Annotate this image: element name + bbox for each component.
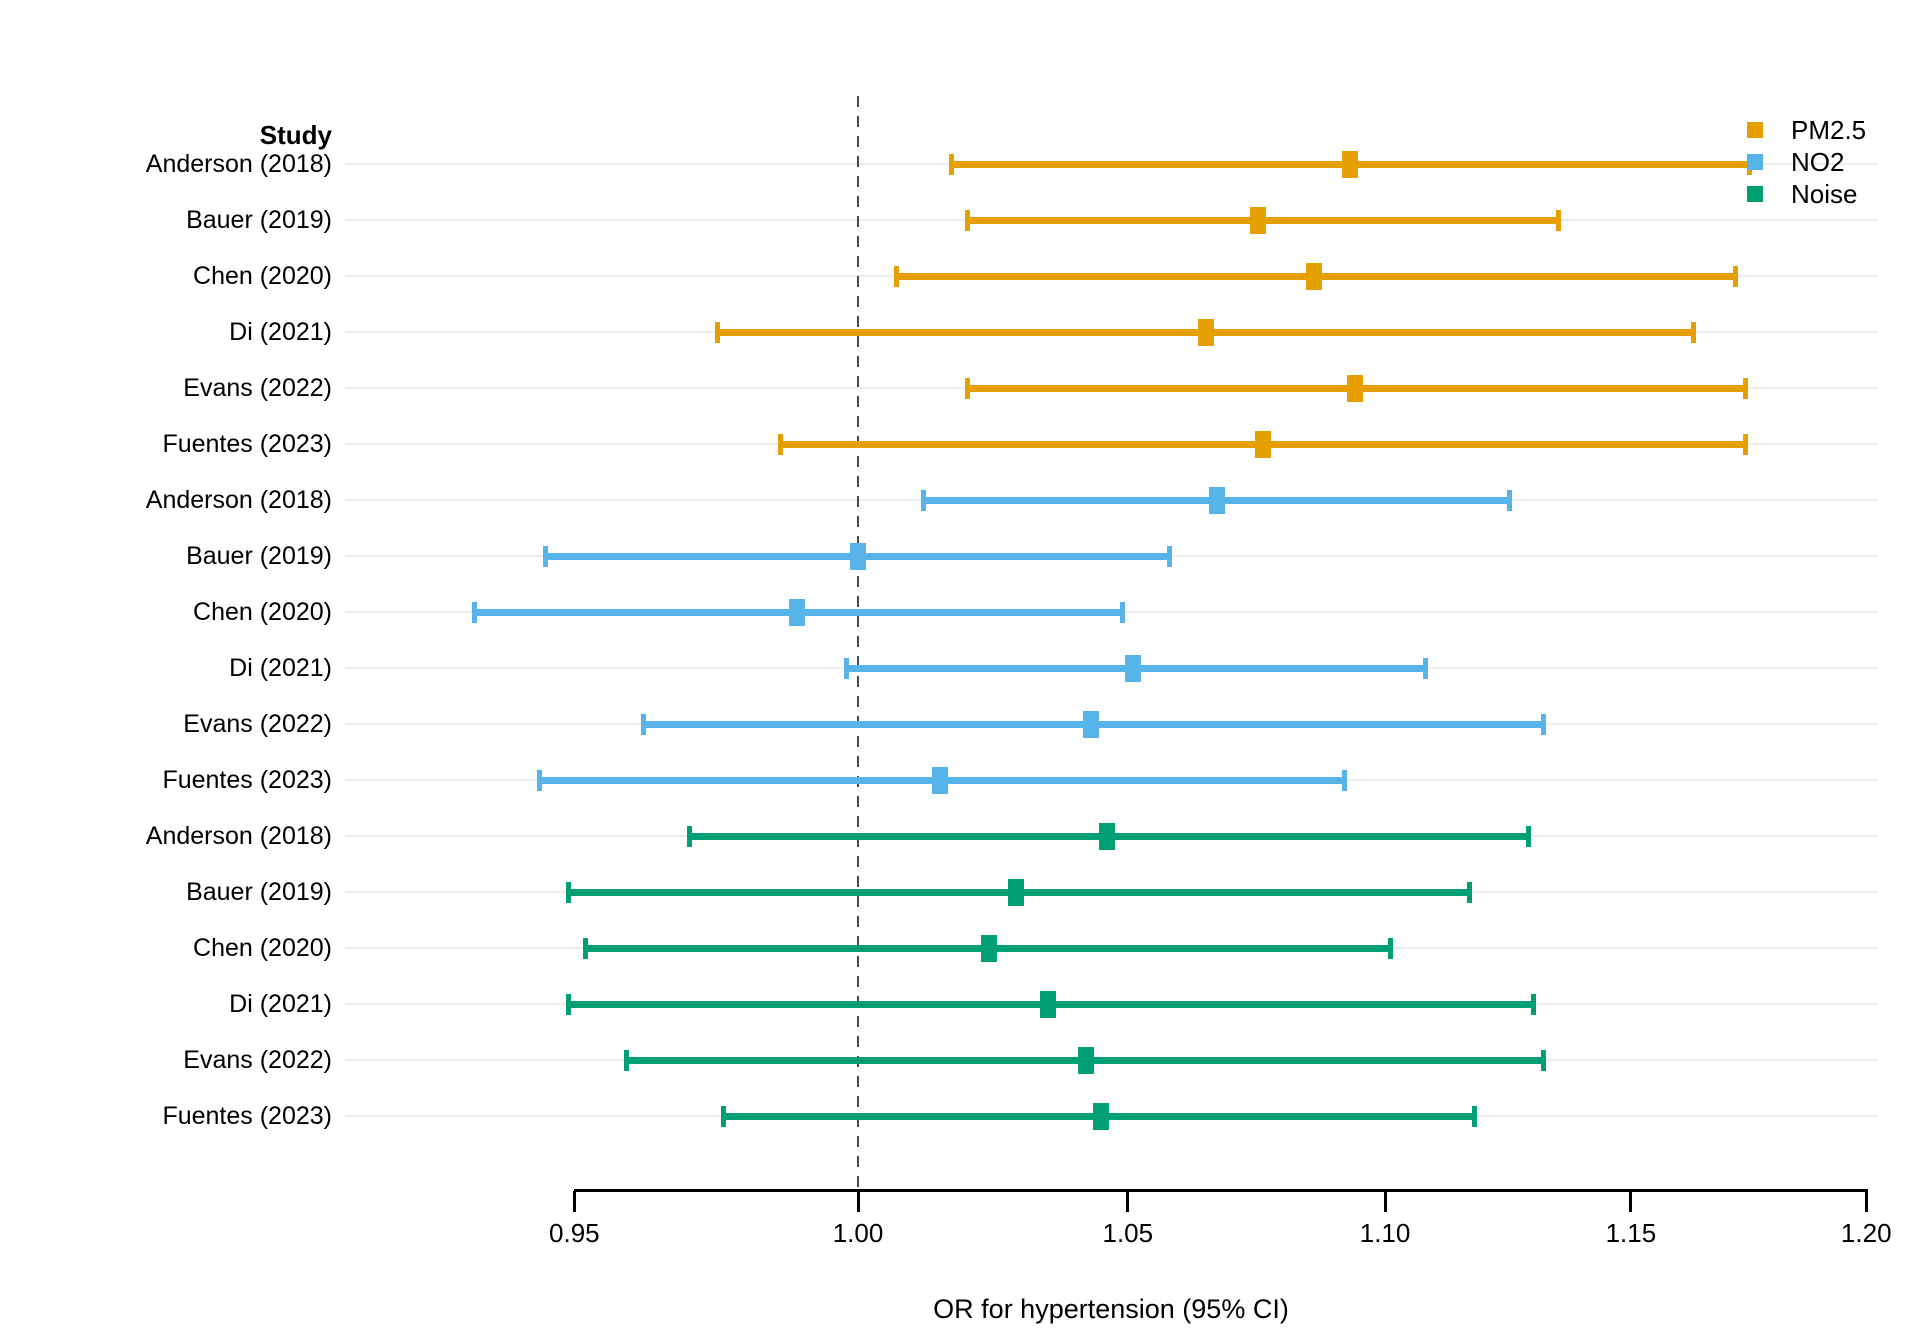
study-label: Fuentes (2023) <box>162 430 332 458</box>
ci-cap-low <box>844 657 850 679</box>
ci-cap-low <box>566 881 572 903</box>
legend-label-noise: Noise <box>1791 178 1858 209</box>
study-label: Anderson (2018) <box>145 150 332 178</box>
ci-cap-low <box>687 825 693 847</box>
ci-cap-high <box>1120 601 1126 623</box>
ci-cap-low <box>721 1105 727 1127</box>
point-estimate-marker <box>1208 486 1225 514</box>
ci-cap-high <box>1690 321 1696 343</box>
study-label: Di (2021) <box>229 654 332 682</box>
x-axis-title: OR for hypertension (95% CI) <box>933 1294 1289 1324</box>
point-estimate-marker <box>1255 430 1272 458</box>
ci-cap-low <box>894 265 900 287</box>
ci-cap-low <box>965 209 970 231</box>
point-estimate-marker <box>1341 150 1358 178</box>
reference-line-or-1 <box>857 96 859 1190</box>
point-estimate-marker <box>1198 318 1215 346</box>
point-estimate-marker <box>1082 710 1099 738</box>
point-estimate-marker <box>1346 374 1363 402</box>
study-label: Fuentes (2023) <box>162 1102 332 1130</box>
point-estimate-marker <box>1125 654 1142 682</box>
point-estimate-marker <box>1077 1046 1094 1074</box>
ci-cap-low <box>965 377 970 399</box>
ci-cap-high <box>1555 209 1561 231</box>
legend-swatch-noise <box>1747 186 1763 202</box>
legend-label-pm25: PM2.5 <box>1791 114 1867 145</box>
ci-cap-high <box>1541 1049 1547 1071</box>
x-tick-label: 1.15 <box>1605 1218 1657 1248</box>
legend-item-noise: Noise <box>1747 179 1857 209</box>
ci-cap-low <box>777 433 783 455</box>
study-label: Evans (2022) <box>183 1046 332 1074</box>
x-tick-label: 1.20 <box>1840 1218 1892 1248</box>
legend-item-pm25: PM2.5 <box>1747 115 1866 145</box>
ci-cap-high <box>1742 377 1748 399</box>
x-tick-mark <box>572 1191 576 1212</box>
ci-cap-high <box>1167 545 1173 567</box>
x-tick-mark <box>1864 1191 1868 1212</box>
study-label: Fuentes (2023) <box>162 766 332 794</box>
ci-cap-low <box>921 489 927 511</box>
point-estimate-marker <box>1249 206 1266 234</box>
study-label: Bauer (2019) <box>186 206 332 234</box>
x-tick-mark <box>1629 1191 1633 1212</box>
point-estimate-marker <box>1098 822 1115 850</box>
legend-item-no2: NO2 <box>1747 147 1844 177</box>
legend-swatch-pm25 <box>1747 122 1763 138</box>
ci-cap-low <box>715 321 721 343</box>
ci-cap-high <box>1526 825 1532 847</box>
ci-cap-high <box>1506 489 1512 511</box>
study-label: Bauer (2019) <box>186 542 332 570</box>
study-label: Di (2021) <box>229 990 332 1018</box>
ci-cap-high <box>1531 993 1537 1015</box>
ci-cap-low <box>948 153 954 175</box>
ci-cap-high <box>1472 1105 1478 1127</box>
x-tick-mark <box>856 1191 860 1212</box>
point-estimate-marker <box>981 934 998 962</box>
ci-cap-high <box>1541 713 1547 735</box>
study-label: Evans (2022) <box>183 374 332 402</box>
ci-cap-low <box>566 993 572 1015</box>
study-label: Chen (2020) <box>193 934 332 962</box>
study-label: Anderson (2018) <box>145 486 332 514</box>
x-tick-label: 1.05 <box>1102 1218 1154 1248</box>
x-axis-line <box>574 1189 1868 1192</box>
study-label: Chen (2020) <box>193 262 332 290</box>
study-label: Anderson (2018) <box>145 822 332 850</box>
point-estimate-marker <box>788 598 805 626</box>
x-tick-label: 1.00 <box>832 1218 884 1248</box>
study-label: Evans (2022) <box>183 710 332 738</box>
ci-cap-low <box>641 713 647 735</box>
x-tick-mark <box>1383 1191 1387 1212</box>
x-tick-mark <box>1126 1191 1130 1212</box>
point-estimate-marker <box>1093 1102 1110 1130</box>
point-estimate-marker <box>1040 990 1057 1018</box>
study-column-header: Study <box>259 120 332 150</box>
x-tick-label: 1.10 <box>1359 1218 1411 1248</box>
ci-cap-high <box>1742 433 1748 455</box>
study-label: Chen (2020) <box>193 598 332 626</box>
ci-cap-low <box>471 601 477 623</box>
ci-cap-low <box>536 769 542 791</box>
ci-cap-high <box>1387 937 1393 959</box>
legend-label-no2: NO2 <box>1791 146 1845 177</box>
study-label: Di (2021) <box>229 318 332 346</box>
x-tick-label: 0.95 <box>549 1218 600 1248</box>
point-estimate-marker <box>932 766 949 794</box>
ci-cap-high <box>1733 265 1739 287</box>
point-estimate-marker <box>850 542 866 570</box>
legend-swatch-no2 <box>1747 154 1763 170</box>
ci-cap-low <box>623 1049 629 1071</box>
ci-cap-high <box>1422 657 1428 679</box>
ci-cap-high <box>1342 769 1348 791</box>
ci-cap-low <box>542 545 548 567</box>
point-estimate-marker <box>1306 262 1323 290</box>
ci-cap-high <box>1467 881 1473 903</box>
study-label: Bauer (2019) <box>186 878 332 906</box>
point-estimate-marker <box>1008 878 1025 906</box>
ci-cap-low <box>583 937 589 959</box>
